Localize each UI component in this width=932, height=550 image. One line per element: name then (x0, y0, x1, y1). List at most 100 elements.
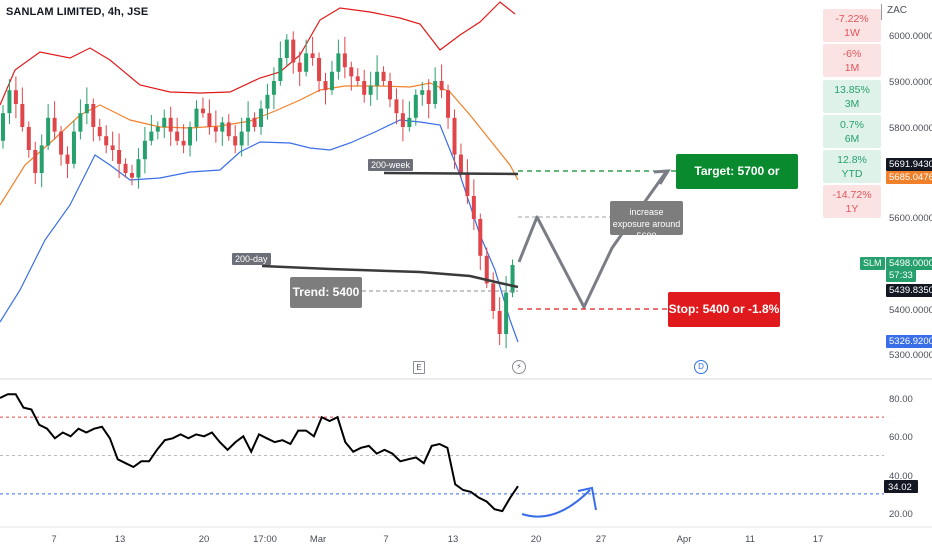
price-tag: 5691.9430 (886, 158, 932, 171)
performance-pct: -14.72% (832, 189, 872, 201)
candle-body (297, 62, 302, 72)
candle-body (71, 131, 76, 164)
candle-body (213, 127, 218, 132)
projected-arrowhead (653, 169, 671, 185)
rsi-tick-label: 40.00 (889, 471, 913, 482)
performance-card-3m[interactable]: 13.85% 3M (823, 80, 881, 113)
price-tag: 5498.0000 (886, 257, 932, 270)
performance-card-1m[interactable]: -6% 1M (823, 44, 881, 77)
candle-body (91, 104, 96, 127)
performance-pct: -6% (842, 48, 862, 60)
candle-body (497, 311, 502, 334)
candle-body (149, 131, 154, 141)
candle-body (452, 117, 457, 155)
candle-body (59, 131, 64, 155)
candle-body (207, 113, 212, 127)
candle-body (484, 255, 489, 284)
time-tick-label: 11 (745, 534, 755, 545)
time-tick-label: Mar (310, 534, 326, 545)
candle-body (155, 127, 160, 132)
time-tick-label: 7 (51, 534, 56, 545)
candle-body (433, 81, 438, 104)
trend-label[interactable]: Trend: 5400 (290, 277, 362, 308)
candle-body (123, 163, 128, 173)
performance-card-ytd[interactable]: 12.8% YTD (823, 150, 881, 183)
time-tick-label: 20 (199, 534, 210, 545)
candle-body (336, 53, 341, 72)
price-tag: 5685.0476 (886, 171, 932, 184)
candle-body (323, 81, 328, 91)
candle-body (349, 67, 354, 77)
price-tick-label: 5600.0000 (889, 213, 932, 224)
candle-body (246, 117, 251, 132)
candle-body (413, 94, 418, 118)
ma-200-week-line (383, 171, 519, 176)
symbol-title[interactable]: SANLAM LIMITED, 4h, JSE (6, 6, 149, 18)
currency-label: ZAC (887, 5, 907, 16)
ma-200-week-label[interactable]: 200-week (368, 159, 414, 171)
rsi-tick-label: 60.00 (889, 432, 913, 443)
candle-body (471, 196, 476, 219)
candle-body (39, 145, 44, 173)
price-tick-label: 5300.0000 (889, 350, 932, 361)
target-label[interactable]: Target: 5700 or +3.7% (676, 154, 798, 213)
candle-body (342, 53, 347, 68)
candle-body (362, 81, 367, 95)
performance-card-6m[interactable]: 0.7% 6M (823, 115, 881, 148)
earnings-event-icon[interactable]: E (413, 361, 425, 374)
candle-body (104, 136, 109, 146)
candle-body (136, 159, 141, 178)
currency-divider (881, 4, 882, 20)
split-event-icon[interactable]: ⚡ (512, 360, 526, 374)
rsi-pane (0, 393, 884, 518)
performance-period: 3M (844, 98, 860, 110)
candle-body (188, 127, 193, 146)
axes: 6000.0000 5900.0000 5800.0000 5600.0000 5400… (51, 31, 932, 545)
rsi-tick-label: 20.00 (889, 509, 913, 520)
candle-body (265, 94, 270, 109)
candle-body (329, 71, 334, 91)
performance-pct: 13.85% (834, 84, 870, 96)
candle-body (368, 85, 373, 95)
time-tick-label: 27 (596, 534, 607, 545)
performance-card-1w[interactable]: -7.22% 1W (823, 9, 881, 42)
candle-body (20, 104, 25, 127)
performance-period: YTD (841, 168, 863, 180)
performance-period: 1Y (845, 203, 859, 215)
price-tick-label: 5900.0000 (889, 77, 932, 88)
candle-body (291, 39, 296, 63)
candle-body (7, 90, 12, 114)
candle-body (400, 113, 405, 127)
grid (0, 378, 932, 528)
exposure-note[interactable]: increase exposure around 5600 (610, 201, 683, 241)
candle-body (317, 58, 322, 81)
performance-card-1y[interactable]: -14.72% 1Y (823, 185, 881, 218)
rsi-line (0, 393, 519, 513)
price-tick-label: 5400.0000 (889, 305, 932, 316)
candle-body (252, 117, 257, 127)
candle-body (233, 136, 238, 146)
candle-body (130, 173, 134, 178)
candle-body (388, 81, 392, 100)
price-tag: 5439.8350 (886, 284, 932, 297)
rsi-tick-label: 80.00 (889, 394, 913, 405)
candle-body (142, 140, 147, 160)
performance-pct: 12.8% (837, 154, 867, 166)
stop-label[interactable]: Stop: 5400 or -1.8% (668, 292, 780, 327)
ma-200-day-label[interactable]: 200-day (232, 253, 271, 265)
candle-body (278, 58, 283, 81)
dividend-event-icon[interactable]: D (694, 360, 708, 374)
candle-body (181, 140, 186, 146)
time-tick-label: 7 (383, 534, 388, 545)
candle-body (84, 104, 89, 114)
candle-body (355, 76, 360, 81)
candle-body (375, 71, 380, 86)
price-tag: 5326.9200 (886, 335, 932, 348)
candle-body (65, 154, 70, 164)
candle-body (78, 113, 83, 132)
time-tick-label: 13 (115, 534, 126, 545)
time-tick-label: 17:00 (253, 534, 277, 545)
performance-pct: 0.7% (840, 119, 864, 131)
candle-body (304, 53, 309, 72)
